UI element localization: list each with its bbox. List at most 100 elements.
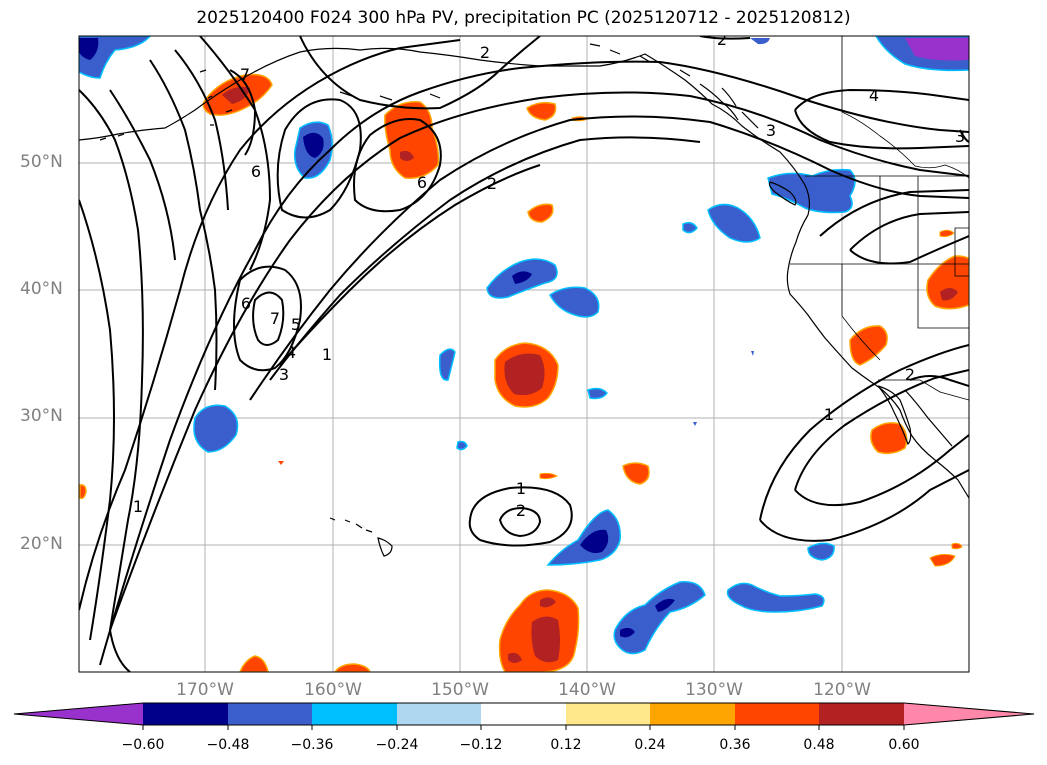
bc-archipelago <box>699 83 759 129</box>
blob-neg-mid2 <box>549 286 600 318</box>
blob-pos-baja <box>849 325 888 366</box>
vancouver-island <box>768 181 797 206</box>
contour-label: 2 <box>717 30 727 49</box>
colorbar-tick-label: −0.48 <box>206 737 250 753</box>
colorbar-tick-label: −0.12 <box>459 737 503 753</box>
contour-1-lobe-bottom <box>759 469 969 542</box>
blob-pos-mexico <box>870 422 908 455</box>
contour-6-north <box>199 36 272 271</box>
contour-2-lobe <box>794 369 969 507</box>
contour-3-canada <box>959 129 969 143</box>
colorbar-segment <box>228 703 312 725</box>
contour-2-nw-top <box>399 36 751 49</box>
alaska-islands <box>99 43 691 141</box>
contour-2-ridge <box>109 91 969 631</box>
contour-1-outer <box>79 89 144 672</box>
contour-4-north <box>174 49 229 211</box>
contour-6-gulf <box>353 118 442 213</box>
alaska-coast <box>79 47 811 216</box>
contour-east-2 <box>819 189 969 237</box>
contour-label: 2 <box>487 174 497 193</box>
contour-label: 1 <box>516 479 526 498</box>
contour-1-lobe <box>759 344 969 521</box>
lat-label-30n: 30°N <box>20 406 63 426</box>
blob-neg-30n <box>193 404 239 453</box>
contour-label: 2 <box>480 43 490 62</box>
colorbar <box>13 702 1035 730</box>
contour-2-north <box>299 36 541 110</box>
colorbar-low-extend <box>14 703 143 725</box>
state-lines <box>790 176 969 361</box>
contour-label: 1 <box>824 405 834 424</box>
colorbar-segment <box>566 703 650 725</box>
contour-label: 4 <box>286 343 296 362</box>
colorbar-segment <box>650 703 735 725</box>
colorbar-segment <box>481 703 566 725</box>
contour-2-subtropic <box>498 506 542 538</box>
blob-neg-ne1 <box>707 203 761 243</box>
lon-label-160w: 160°W <box>304 680 362 700</box>
contour-1-west <box>79 47 401 611</box>
colorbar-tick-label: −0.60 <box>121 737 165 753</box>
contour-label: 6 <box>241 294 251 313</box>
contour-1-subtropic <box>468 486 573 547</box>
contour-7-loop <box>252 291 285 346</box>
colorbar-segment <box>143 703 228 725</box>
contour-label: 4 <box>869 86 879 105</box>
contour-label: 6 <box>251 162 261 181</box>
contour-4 <box>269 136 701 381</box>
lat-label-50n: 50°N <box>20 152 63 172</box>
contour-label: 5 <box>291 315 301 334</box>
bc-coast-inner <box>841 111 969 179</box>
political-borders <box>790 36 969 401</box>
contour-label: 1 <box>322 345 332 364</box>
colorbar-tick-label: −0.24 <box>375 737 419 753</box>
negative-precip-areas <box>79 36 969 655</box>
colorbar-segment <box>819 703 904 725</box>
contour-label: 1 <box>133 497 143 516</box>
contour-east-bump <box>849 211 969 265</box>
contour-label: 7 <box>240 65 250 84</box>
contour-label: 7 <box>270 309 280 328</box>
us-mexico-border <box>878 379 969 401</box>
colorbar-segment <box>397 703 481 725</box>
contour-5 <box>279 164 541 366</box>
lon-label-150w: 150°W <box>431 680 489 700</box>
lat-label-20n: 20°N <box>20 534 63 554</box>
lon-label-140w: 140°W <box>558 680 616 700</box>
colorbar-tick-label: 0.12 <box>550 737 582 753</box>
colorbar-tick-label: 0.24 <box>634 737 666 753</box>
contour-label: 3 <box>766 121 776 140</box>
contour-3 <box>249 115 969 401</box>
colorbar-segment <box>312 703 397 725</box>
contour-se-3 <box>909 375 969 387</box>
colorbar-tick-label: −0.36 <box>290 737 334 753</box>
contour-6-loop <box>233 265 302 372</box>
contour-3-north <box>149 59 218 391</box>
contour-7-north <box>229 69 257 156</box>
plot-frame <box>78 35 970 673</box>
contour-2-west-outer <box>79 199 115 641</box>
contour-label: 6 <box>417 173 427 192</box>
blob-pos-gulf <box>384 101 440 179</box>
contour-inner-cyclone <box>276 98 362 219</box>
positive-precip-areas <box>79 73 969 672</box>
blob-neg-sub2 <box>613 581 706 655</box>
blob-neg-sub3 <box>726 582 825 613</box>
contour-2-inner-west <box>109 89 176 261</box>
contour-labels: 2 2 4 3 7 6 6 2 6 7 5 4 3 1 1 1 2 1 2 3 <box>133 30 965 520</box>
lat-label-40n: 40°N <box>20 279 63 299</box>
baja-peninsula <box>877 385 912 446</box>
contour-1-inner <box>99 60 969 666</box>
colorbar-high-extend <box>904 703 1034 725</box>
contour-label: 2 <box>516 501 526 520</box>
us-west-coast <box>786 214 969 499</box>
hawaii-islands <box>329 517 393 557</box>
lon-label-130w: 130°W <box>685 680 743 700</box>
lon-label-120w: 120°W <box>813 680 871 700</box>
contour-label: 2 <box>905 365 915 384</box>
contour-label: 3 <box>279 365 289 384</box>
blob-pos-rockies <box>926 255 969 310</box>
lon-label-170w: 170°W <box>176 680 234 700</box>
